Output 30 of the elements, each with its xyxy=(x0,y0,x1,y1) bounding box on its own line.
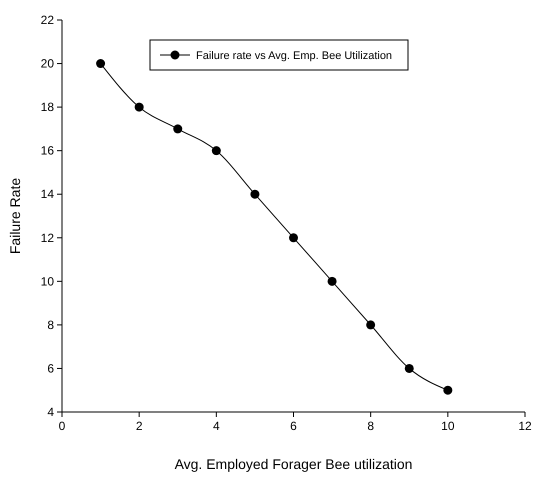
y-tick-label: 8 xyxy=(47,318,54,332)
point xyxy=(250,190,260,199)
point xyxy=(328,276,337,286)
point xyxy=(173,124,182,134)
point xyxy=(289,233,298,242)
x-tick-label: 8 xyxy=(367,419,374,433)
y-tick-label: 18 xyxy=(40,100,54,114)
point xyxy=(443,386,452,395)
x-tick-label: 12 xyxy=(518,419,532,433)
y-tick-label: 6 xyxy=(47,361,54,376)
x-axis-title: Avg. Employed Forager Bee utilization xyxy=(174,456,412,472)
point xyxy=(134,102,144,112)
x-tick-label: 4 xyxy=(212,419,220,433)
x-tick-label: 2 xyxy=(136,419,143,433)
y-tick-label: 4 xyxy=(47,405,54,419)
point xyxy=(212,146,221,156)
x-tick-label: 0 xyxy=(58,419,66,433)
point xyxy=(366,320,376,330)
y-tick-label: 12 xyxy=(40,230,54,245)
y-tick-label: 22 xyxy=(40,13,54,27)
x-tick-label: 10 xyxy=(441,419,455,433)
y-tick-label: 10 xyxy=(40,274,54,288)
y-tick-label: 14 xyxy=(40,187,54,202)
y-tick-label: 16 xyxy=(40,144,54,158)
x-tick-label: 6 xyxy=(290,419,298,433)
point xyxy=(96,59,106,68)
legend-label: Failure rate vs Avg. Emp. Bee Utilization xyxy=(196,50,392,62)
y-axis-title: Failure Rate xyxy=(7,178,23,254)
y-tick-label: 20 xyxy=(40,56,54,71)
point xyxy=(404,364,414,373)
